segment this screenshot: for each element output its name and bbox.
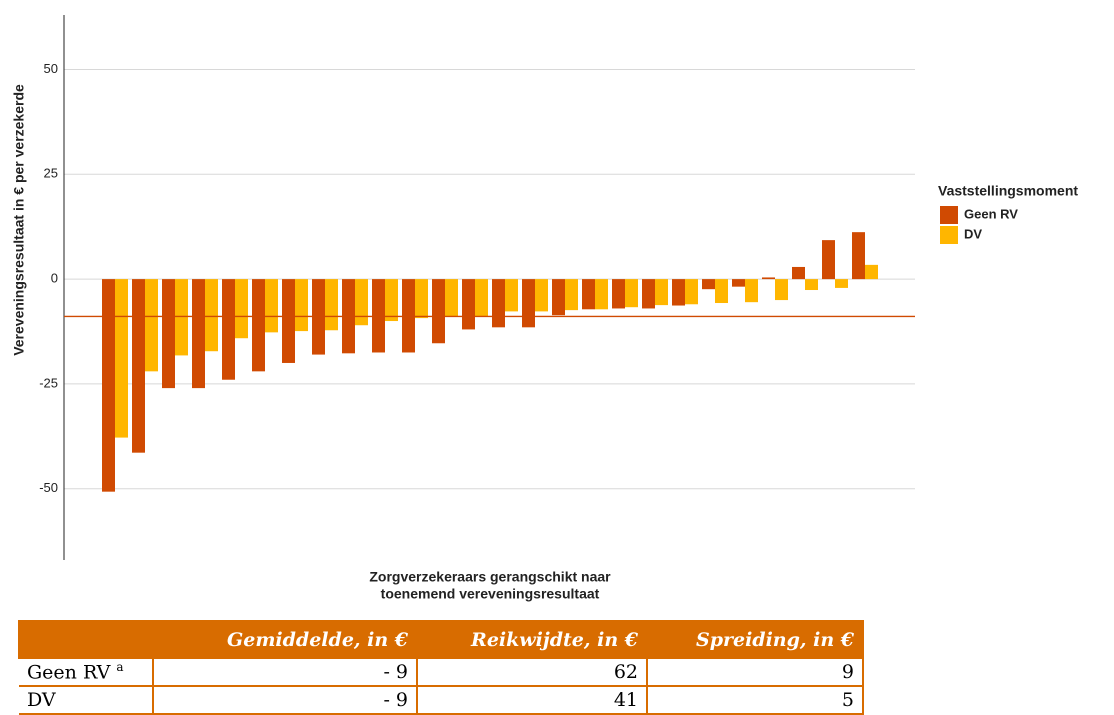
bar (162, 279, 175, 389)
bar (835, 279, 848, 288)
cell: 5 (646, 685, 864, 715)
bar (672, 279, 685, 306)
cell: 41 (416, 685, 648, 715)
cell: 9 (646, 657, 864, 687)
header-cell: Reikwijdte, in € (416, 620, 648, 659)
bar (132, 279, 145, 453)
bar (355, 279, 368, 326)
bar (792, 266, 805, 280)
bar (492, 279, 505, 328)
chart: Vereveningsresultaat in € per verzekerde… (11, 15, 1078, 602)
bar (192, 279, 205, 389)
x-axis-label: toenemend vereveningsresultaat (381, 586, 600, 602)
bar (595, 279, 608, 310)
bar (702, 279, 715, 290)
legend-label: Geen RV (964, 206, 1018, 221)
bar (115, 279, 128, 438)
bar (522, 279, 535, 328)
header-cell: Gemiddelde, in € (152, 620, 418, 659)
bar (102, 279, 115, 492)
bar (145, 279, 158, 372)
bar (282, 279, 295, 363)
row-label: Geen RV a (19, 657, 154, 687)
bar (385, 279, 398, 322)
legend-label: DV (964, 226, 982, 241)
bar (745, 279, 758, 303)
bar (432, 279, 445, 344)
row: DV - 9 41 5 (19, 685, 864, 715)
y-tick-label: 50 (44, 61, 58, 76)
row-label: DV (19, 685, 154, 715)
stats-table: Gemiddelde, in € Reikwijdte, in € Spreid… (18, 620, 864, 715)
y-tick-label: 25 (44, 166, 58, 181)
y-axis-label: Vereveningsresultaat in € per verzekerde (11, 84, 27, 356)
bar (505, 279, 518, 312)
bar (625, 279, 638, 308)
bar (775, 279, 788, 301)
bar (445, 279, 458, 317)
legend-swatch (940, 226, 958, 244)
bar (325, 279, 338, 331)
bar (565, 279, 578, 311)
y-tick-label: -50 (39, 480, 58, 495)
bar (175, 279, 188, 356)
bar (235, 279, 248, 339)
bar (865, 264, 878, 280)
label: Geen RV (27, 661, 111, 684)
bar (805, 279, 818, 291)
bar (295, 279, 308, 332)
bar (852, 232, 865, 280)
bar (552, 279, 565, 316)
footnote-mark: a (116, 660, 124, 675)
bar (715, 279, 728, 304)
y-tick-label: 0 (51, 271, 58, 286)
y-tick-label: -25 (39, 375, 58, 390)
bar (612, 279, 625, 309)
bar (822, 240, 835, 280)
bar (415, 279, 428, 319)
x-axis-label: Zorgverzekeraars gerangschikt naar (369, 569, 611, 585)
bar (732, 279, 745, 287)
legend-swatch (940, 206, 958, 224)
bar (582, 279, 595, 310)
header-cell: Spreiding, in € (646, 620, 864, 659)
bar (535, 279, 548, 312)
bar (252, 279, 265, 372)
corner (18, 620, 154, 659)
bar (462, 279, 475, 330)
bar (265, 279, 278, 333)
bar (642, 279, 655, 309)
legend-title: Vaststellingsmoment (938, 183, 1078, 199)
bar (222, 279, 235, 380)
bar (205, 279, 218, 352)
cell: - 9 (152, 657, 418, 687)
bar (655, 279, 668, 306)
cell: - 9 (152, 685, 418, 715)
header-row: Gemiddelde, in € Reikwijdte, in € Spreid… (18, 620, 864, 659)
bar (475, 279, 488, 317)
cell: 62 (416, 657, 648, 687)
bar (685, 279, 698, 305)
bar (762, 277, 775, 280)
row: Geen RV a - 9 62 9 (19, 657, 864, 687)
